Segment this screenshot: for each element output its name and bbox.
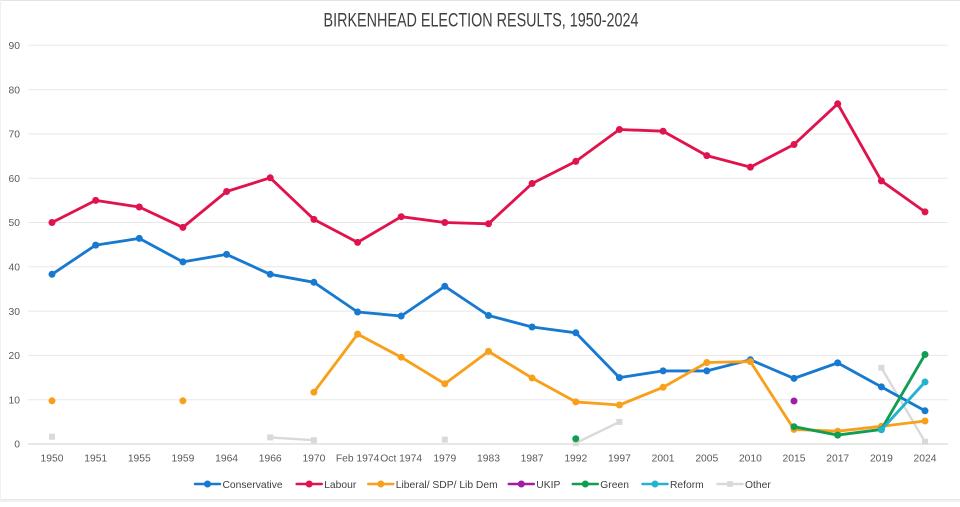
svg-text:1992: 1992 (564, 454, 587, 465)
svg-text:Oct 1974: Oct 1974 (380, 454, 422, 465)
svg-text:0: 0 (14, 440, 20, 451)
svg-text:90: 90 (9, 41, 21, 52)
svg-text:2024: 2024 (914, 454, 937, 465)
svg-text:30: 30 (9, 307, 21, 318)
svg-text:2019: 2019 (870, 454, 893, 465)
svg-text:Other: Other (745, 480, 771, 491)
svg-text:Green: Green (600, 480, 629, 491)
svg-text:10: 10 (9, 395, 21, 406)
svg-text:1950: 1950 (41, 454, 64, 465)
svg-text:1970: 1970 (302, 454, 325, 465)
svg-text:1951: 1951 (84, 454, 107, 465)
svg-text:2005: 2005 (695, 454, 718, 465)
svg-text:70: 70 (9, 130, 21, 141)
svg-text:1987: 1987 (521, 454, 544, 465)
svg-text:BIRKENHEAD ELECTION RESULTS, 1: BIRKENHEAD ELECTION RESULTS, 1950-2024 (324, 9, 639, 31)
svg-text:1959: 1959 (171, 454, 194, 465)
svg-text:1966: 1966 (259, 454, 282, 465)
svg-text:UKIP: UKIP (536, 480, 560, 491)
svg-text:Labour: Labour (324, 480, 357, 491)
svg-text:50: 50 (9, 218, 21, 229)
svg-text:2001: 2001 (652, 454, 675, 465)
svg-text:Conservative: Conservative (223, 480, 283, 491)
svg-text:Feb 1974: Feb 1974 (336, 454, 380, 465)
svg-text:60: 60 (9, 174, 21, 185)
svg-text:1964: 1964 (215, 454, 238, 465)
svg-text:1983: 1983 (477, 454, 500, 465)
svg-text:40: 40 (9, 263, 21, 274)
svg-text:Liberal/ SDP/ Lib Dem: Liberal/ SDP/ Lib Dem (396, 480, 498, 491)
svg-text:80: 80 (9, 85, 21, 96)
svg-text:2015: 2015 (783, 454, 806, 465)
svg-text:2010: 2010 (739, 454, 762, 465)
svg-text:2017: 2017 (826, 454, 849, 465)
svg-text:1955: 1955 (128, 454, 151, 465)
svg-text:20: 20 (9, 351, 21, 362)
svg-text:Reform: Reform (670, 480, 704, 491)
svg-text:1997: 1997 (608, 454, 631, 465)
svg-text:1979: 1979 (433, 454, 456, 465)
